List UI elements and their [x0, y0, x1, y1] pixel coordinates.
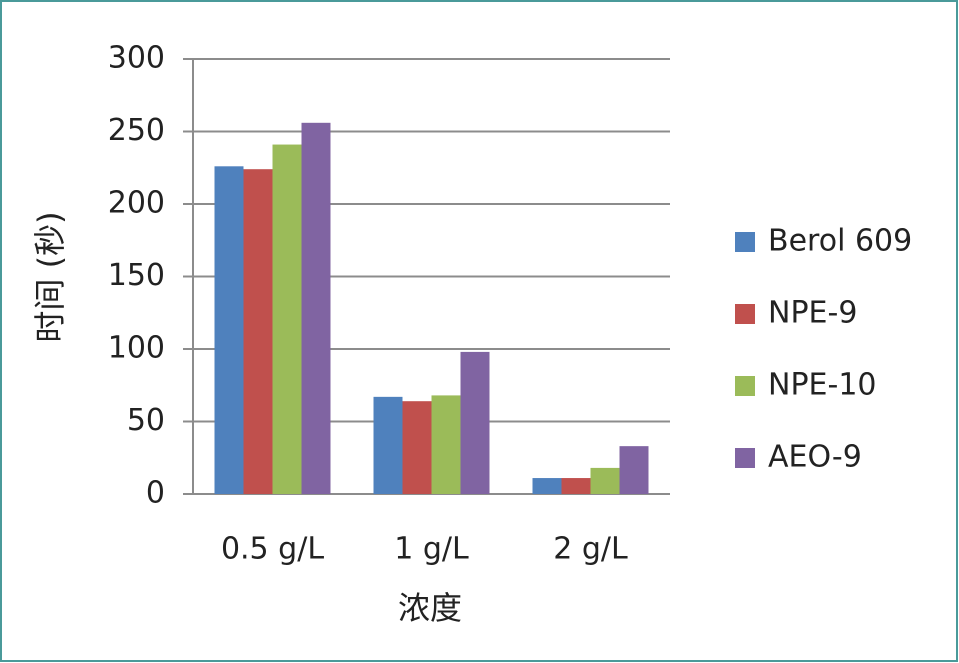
x-axis-title: 浓度 — [398, 589, 462, 627]
legend-swatch — [735, 232, 755, 252]
bar — [590, 467, 620, 494]
y-tick-label: 150 — [108, 258, 165, 293]
legend-label: NPE-9 — [768, 296, 857, 331]
bar — [402, 401, 432, 494]
legend-label: NPE-10 — [768, 368, 877, 403]
y-tick-label: 250 — [108, 113, 165, 148]
y-tick-label: 50 — [127, 403, 165, 438]
bar — [460, 351, 490, 494]
y-tick-label: 300 — [108, 41, 165, 76]
bar — [561, 478, 591, 494]
x-tick-label: 0.5 g/L — [221, 532, 324, 567]
y-tick-label: 200 — [108, 186, 165, 221]
bar — [243, 169, 273, 494]
legend-label: AEO-9 — [768, 440, 862, 475]
bar — [532, 478, 562, 494]
y-axis-title: 时间 (秒) — [31, 211, 69, 342]
x-tick-label: 2 g/L — [553, 532, 628, 567]
legend-swatch — [735, 448, 755, 468]
legend-swatch — [735, 304, 755, 324]
x-tick-label: 1 g/L — [394, 532, 469, 567]
bar — [619, 446, 649, 494]
bar — [373, 396, 403, 494]
y-tick-label: 0 — [146, 476, 165, 511]
bar — [301, 122, 331, 495]
legend-swatch — [735, 376, 755, 396]
bar — [272, 144, 302, 495]
bar — [214, 166, 244, 495]
legend-label: Berol 609 — [768, 224, 912, 259]
bar — [431, 395, 461, 494]
y-tick-label: 100 — [108, 331, 165, 366]
